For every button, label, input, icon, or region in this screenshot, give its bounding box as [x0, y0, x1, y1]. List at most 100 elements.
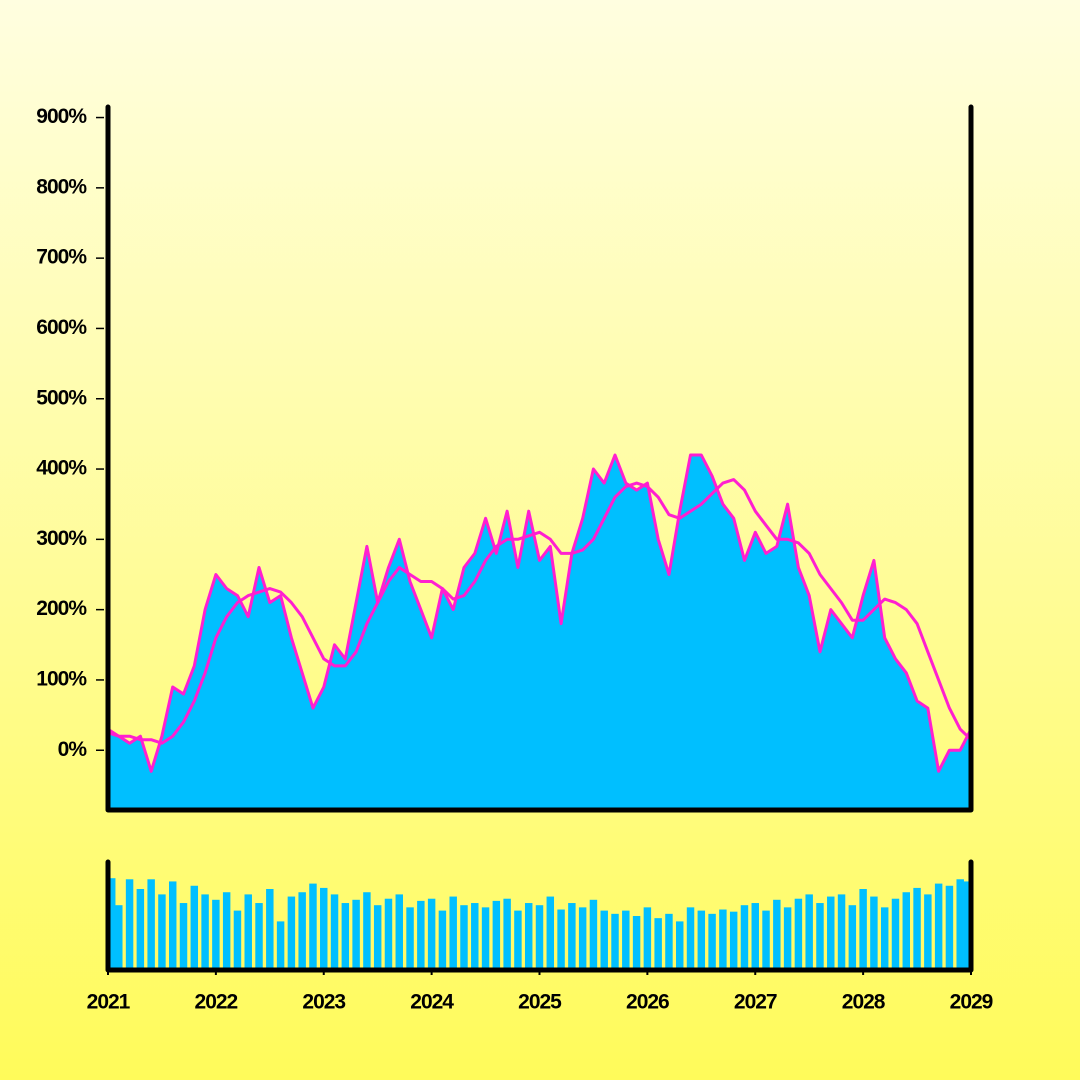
moving-average-line [107, 478, 973, 745]
x-tick-label: 2022 [195, 991, 238, 1014]
volume-bar [600, 910, 608, 970]
volume-bar [622, 910, 630, 970]
volume-bar [557, 909, 565, 970]
y-tick-label: 700% [36, 246, 87, 269]
volume-bar [913, 887, 921, 970]
x-tick-label: 2024 [410, 991, 454, 1014]
volume-bar [212, 899, 220, 970]
volume-bar [352, 899, 360, 970]
volume-bar [222, 892, 231, 970]
volume-bar [934, 883, 943, 970]
volume-bar [266, 889, 274, 970]
volume-bar [363, 892, 371, 970]
volume-bar [654, 918, 662, 970]
volume-bar [373, 905, 382, 970]
volume-bar [589, 899, 598, 970]
volume-bar [578, 907, 587, 970]
volume-bar [880, 907, 889, 970]
volume-bar [341, 903, 350, 970]
volume-bar [632, 916, 641, 970]
y-tick-label: 400% [36, 457, 87, 480]
volume-bar [827, 896, 835, 970]
y-tick-label: 500% [36, 386, 87, 409]
volume-bar [125, 879, 134, 970]
volume-bar [406, 907, 414, 970]
volume-bar [233, 910, 242, 970]
price-area [108, 455, 971, 810]
volume-bar [719, 909, 727, 970]
volume-bar [481, 907, 490, 970]
volume-bar [244, 894, 252, 970]
x-tick-label: 2028 [842, 991, 886, 1014]
volume-bar [708, 913, 716, 970]
volume-bar [762, 910, 770, 970]
x-tick-label: 2025 [518, 991, 562, 1014]
volume-bar [108, 878, 116, 970]
volume-bar [794, 898, 803, 970]
volume-bar [643, 907, 652, 970]
volume-bar [449, 896, 457, 970]
volume-bar [891, 898, 900, 970]
volume-bar [611, 913, 619, 970]
volume-bar [417, 900, 425, 970]
volume-bar [503, 898, 511, 970]
volume-bar [524, 903, 533, 970]
volume-bar [568, 903, 576, 970]
volume-bar [179, 903, 188, 970]
volume-bar [514, 910, 522, 970]
volume-bar [298, 892, 306, 970]
x-tick-label: 2027 [734, 991, 777, 1014]
volume-bar [740, 905, 749, 970]
volume-bar [816, 903, 824, 970]
volume-bar [471, 903, 479, 970]
volume-bar [686, 907, 695, 970]
volume-bar [859, 889, 867, 970]
volume-bar [287, 896, 296, 970]
volume-bar [276, 921, 285, 970]
volume-bar [676, 921, 684, 970]
volume-bar [956, 879, 964, 970]
y-tick-label: 600% [36, 316, 87, 339]
y-tick-label: 900% [36, 105, 87, 128]
volume-bar [773, 899, 781, 970]
volume-bar [924, 894, 932, 970]
x-tick-label: 2026 [626, 991, 669, 1014]
volume-bar [870, 896, 878, 970]
price-line [107, 453, 973, 773]
volume-bar [158, 894, 166, 970]
volume-bar [729, 911, 738, 970]
volume-bar [783, 907, 792, 970]
volume-bar [395, 894, 403, 970]
volume-bar [945, 885, 954, 970]
volume-bar [535, 905, 544, 970]
y-tick-label: 800% [36, 175, 87, 198]
y-tick-label: 300% [36, 527, 87, 550]
volume-bar [136, 889, 145, 970]
volume-bar [460, 905, 468, 970]
volume-bar [848, 905, 857, 970]
volume-bar [697, 910, 706, 970]
axis-frame [105, 104, 974, 813]
x-tick-label: 2021 [87, 991, 131, 1014]
axis-frame [105, 859, 974, 973]
volume-bar [902, 892, 911, 970]
volume-bar [963, 881, 971, 970]
volume-bar [320, 887, 328, 970]
y-tick-label: 100% [36, 667, 87, 690]
y-tick-label: 0% [58, 738, 88, 761]
volume-bar [255, 903, 263, 970]
volume-bar [201, 894, 209, 970]
volume-bar [309, 883, 317, 970]
x-tick-label: 2029 [950, 991, 993, 1014]
volume-bar [546, 896, 555, 970]
volume-bar [805, 894, 813, 970]
volume-bar [168, 881, 177, 970]
volume-bar [438, 910, 447, 970]
volume-bar [190, 885, 199, 970]
volume-bar [427, 898, 436, 970]
volume-bar [837, 894, 846, 970]
x-tick-label: 2023 [302, 991, 345, 1014]
volume-bar [384, 898, 393, 970]
